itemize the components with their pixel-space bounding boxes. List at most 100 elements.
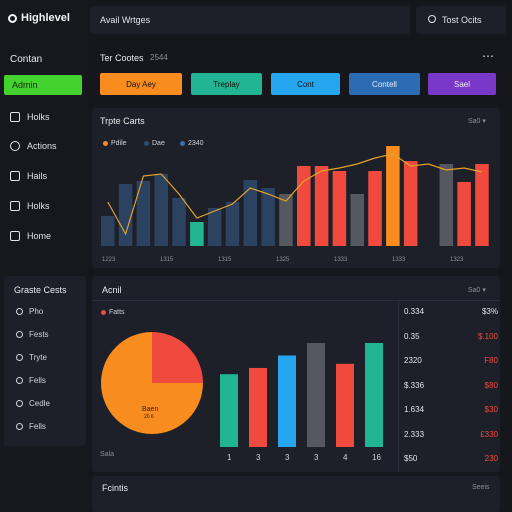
- divider: [92, 300, 500, 301]
- bar-x-tick: 1: [227, 453, 232, 462]
- table-row: $50 230: [404, 454, 498, 463]
- chart-bar: [225, 202, 240, 246]
- pie-label: Baen: [142, 406, 159, 413]
- chart-bar: [101, 216, 115, 246]
- main-chart: 1223 1315 1315 1325 1333 1333 1323: [101, 146, 489, 263]
- pie-chart: [101, 332, 203, 434]
- grid-icon: [10, 201, 20, 211]
- btn-treplay[interactable]: Treplay: [191, 73, 262, 95]
- chart-bar: [172, 198, 186, 246]
- chart-bar: [403, 161, 418, 246]
- radio-icon: [16, 354, 23, 361]
- bar-x-tick: 3: [285, 453, 290, 462]
- main-chart-title: Trpte Carts: [100, 116, 145, 126]
- chart-bar: [190, 222, 204, 246]
- group-item[interactable]: Fells: [16, 376, 46, 385]
- legend-label: 2340: [188, 140, 204, 147]
- logo-icon: [8, 13, 17, 23]
- sidebar-item-3[interactable]: Hails: [10, 171, 47, 181]
- bar-x-tick: 3: [314, 453, 319, 462]
- bell-icon: [10, 141, 20, 151]
- radio-icon: [16, 308, 23, 315]
- top-right-action[interactable]: Tost Ocits: [416, 6, 506, 34]
- x-tick-label: 1333: [392, 257, 406, 263]
- dropdown-label: Sa0: [468, 287, 481, 294]
- btn-sael[interactable]: Sael: [428, 73, 496, 95]
- chart-bar: [261, 188, 275, 246]
- radio-icon: [16, 331, 23, 338]
- sidebar-title: Contan: [10, 54, 43, 65]
- mid-bar: [307, 343, 325, 447]
- calendar-icon: [10, 231, 20, 241]
- sidebar-item-label: Home: [27, 231, 52, 241]
- group-item-label: Fests: [29, 330, 49, 339]
- sidebar-item-2[interactable]: Actions: [10, 141, 57, 151]
- sidebar-group-title: Graste Cests: [14, 285, 67, 295]
- table-divider: [398, 300, 399, 472]
- x-tick-label: 1333: [334, 257, 348, 263]
- legend-item: Fatts: [101, 309, 125, 316]
- bottom-title: Fcintis: [102, 483, 129, 493]
- bar-chart: 1 3 3 3 4 16: [220, 343, 383, 462]
- mid-bar: [336, 363, 354, 447]
- chart-bar: [457, 182, 471, 246]
- table-row: $.336 $80: [404, 381, 498, 390]
- group-item[interactable]: Cedle: [16, 399, 50, 408]
- sidebar-item-4[interactable]: Holks: [10, 201, 50, 211]
- legend-item: 2340: [180, 140, 204, 147]
- more-dots-icon[interactable]: ⋯: [482, 49, 494, 63]
- chart-bar: [154, 174, 168, 246]
- main-chart-dropdown[interactable]: Sa0 ▾: [468, 118, 486, 125]
- bottom-right-label: Seeis: [472, 484, 490, 491]
- search-bar[interactable]: Avail Wrtges: [90, 6, 410, 34]
- radio-icon: [16, 377, 23, 384]
- chart-bar: [279, 194, 293, 246]
- bottom-panel: [92, 476, 500, 512]
- x-tick-label: 1223: [102, 257, 116, 263]
- radio-icon: [16, 400, 23, 407]
- sidebar-item-active[interactable]: Admin: [4, 75, 82, 95]
- table-cell-right: 230: [484, 454, 498, 463]
- mid-dropdown[interactable]: Sa0 ▾: [468, 287, 486, 294]
- table-row: 2320 F80: [404, 356, 498, 365]
- sidebar-item-label: Actions: [27, 141, 57, 151]
- legend-swatch: [144, 141, 149, 146]
- table-cell-right: $3%: [481, 307, 498, 316]
- group-item-label: Fells: [29, 422, 46, 431]
- sidebar-item-1[interactable]: Holks: [10, 112, 50, 122]
- table-cell-left: 0.35: [404, 331, 420, 341]
- group-item-label: Fells: [29, 376, 46, 385]
- table-cell-right: $.100: [477, 331, 498, 341]
- legend-item: Pdile: [103, 140, 127, 147]
- table-cell-right: F80: [484, 356, 498, 365]
- chart-bar: [243, 180, 258, 246]
- dropdown-label: Sa0: [468, 118, 481, 125]
- pie-sublabel: 20.6: [144, 414, 154, 420]
- legend-swatch: [103, 141, 108, 146]
- x-tick-label: 1315: [160, 257, 174, 263]
- table-cell-left: 2.333: [404, 429, 425, 439]
- pie-slice: [152, 332, 203, 383]
- sidebar-item-5[interactable]: Home: [10, 231, 51, 241]
- table-row: 2.333 £330: [404, 430, 498, 439]
- group-item[interactable]: Tryte: [16, 353, 47, 362]
- table-cell-left: $50: [404, 454, 418, 463]
- group-item[interactable]: Pho: [16, 307, 43, 316]
- home-icon: [10, 112, 20, 122]
- mid-footer-label: Sala: [100, 451, 115, 458]
- table-cell-left: 1.634: [404, 405, 425, 414]
- radio-icon: [16, 423, 23, 430]
- search-text: Avail Wrtges: [100, 15, 151, 25]
- btn-cont[interactable]: Cont: [271, 73, 340, 95]
- group-item[interactable]: Fells: [16, 422, 46, 431]
- group-item-label: Tryte: [29, 353, 47, 362]
- table-row: 0.35 $.100: [404, 332, 498, 341]
- group-item[interactable]: Fests: [16, 330, 49, 339]
- app-name: Highlevel: [21, 12, 70, 24]
- btn-contell[interactable]: Contell: [349, 73, 420, 95]
- mid-bar: [365, 343, 383, 447]
- app-logo[interactable]: Highlevel: [8, 12, 70, 24]
- mid-bar: [278, 355, 296, 447]
- chart-bar: [136, 181, 151, 246]
- btn-day[interactable]: Day Aey: [100, 73, 182, 95]
